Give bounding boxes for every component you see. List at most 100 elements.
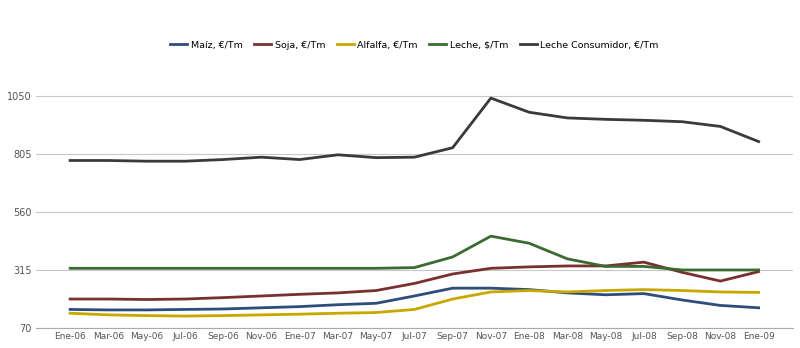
Soja, €/Tm: [410, 281, 419, 285]
Soja, €/Tm: [562, 264, 572, 268]
Leche, $/Tm: [486, 234, 496, 238]
Alfalfa, €/Tm: [486, 290, 496, 294]
Alfalfa, €/Tm: [678, 288, 687, 293]
Leche, $/Tm: [678, 268, 687, 272]
Alfalfa, €/Tm: [715, 290, 725, 294]
Alfalfa, €/Tm: [639, 287, 649, 292]
Soja, €/Tm: [257, 294, 266, 298]
Leche, $/Tm: [333, 266, 342, 270]
Leche, $/Tm: [524, 241, 534, 245]
Leche, $/Tm: [639, 264, 649, 269]
Line: Soja, €/Tm: Soja, €/Tm: [70, 262, 758, 300]
Soja, €/Tm: [295, 292, 305, 296]
Leche, $/Tm: [448, 255, 458, 259]
Maíz, €/Tm: [754, 306, 763, 310]
Maíz, €/Tm: [639, 292, 649, 296]
Leche Consumidor, €/Tm: [142, 159, 151, 163]
Leche Consumidor, €/Tm: [66, 158, 75, 163]
Alfalfa, €/Tm: [257, 313, 266, 317]
Leche Consumidor, €/Tm: [601, 117, 610, 121]
Alfalfa, €/Tm: [562, 290, 572, 294]
Soja, €/Tm: [524, 265, 534, 269]
Leche, $/Tm: [295, 266, 305, 270]
Soja, €/Tm: [486, 266, 496, 270]
Leche Consumidor, €/Tm: [448, 145, 458, 150]
Maíz, €/Tm: [562, 291, 572, 295]
Soja, €/Tm: [104, 297, 114, 301]
Leche Consumidor, €/Tm: [410, 155, 419, 159]
Soja, €/Tm: [639, 260, 649, 264]
Maíz, €/Tm: [715, 303, 725, 308]
Alfalfa, €/Tm: [218, 314, 228, 318]
Alfalfa, €/Tm: [371, 310, 381, 315]
Leche Consumidor, €/Tm: [104, 158, 114, 163]
Leche Consumidor, €/Tm: [333, 153, 342, 157]
Soja, €/Tm: [371, 288, 381, 293]
Maíz, €/Tm: [104, 308, 114, 312]
Leche Consumidor, €/Tm: [524, 110, 534, 114]
Leche Consumidor, €/Tm: [180, 159, 190, 163]
Leche, $/Tm: [257, 266, 266, 270]
Maíz, €/Tm: [180, 307, 190, 311]
Soja, €/Tm: [180, 297, 190, 301]
Maíz, €/Tm: [524, 287, 534, 292]
Leche Consumidor, €/Tm: [754, 140, 763, 144]
Soja, €/Tm: [678, 270, 687, 275]
Legend: Maíz, €/Tm, Soja, €/Tm, Alfalfa, €/Tm, Leche, $/Tm, Leche Consumidor, €/Tm: Maíz, €/Tm, Soja, €/Tm, Alfalfa, €/Tm, L…: [166, 37, 662, 54]
Soja, €/Tm: [715, 279, 725, 283]
Soja, €/Tm: [754, 270, 763, 274]
Maíz, €/Tm: [371, 301, 381, 306]
Soja, €/Tm: [218, 295, 228, 300]
Maíz, €/Tm: [142, 308, 151, 312]
Leche Consumidor, €/Tm: [678, 120, 687, 124]
Maíz, €/Tm: [333, 303, 342, 307]
Leche Consumidor, €/Tm: [486, 96, 496, 100]
Line: Leche, $/Tm: Leche, $/Tm: [70, 236, 758, 270]
Line: Maíz, €/Tm: Maíz, €/Tm: [70, 288, 758, 310]
Soja, €/Tm: [601, 264, 610, 268]
Maíz, €/Tm: [448, 286, 458, 290]
Leche, $/Tm: [371, 266, 381, 270]
Leche, $/Tm: [104, 266, 114, 270]
Leche Consumidor, €/Tm: [639, 118, 649, 122]
Soja, €/Tm: [66, 297, 75, 301]
Maíz, €/Tm: [678, 298, 687, 302]
Alfalfa, €/Tm: [601, 288, 610, 293]
Leche, $/Tm: [410, 266, 419, 270]
Soja, €/Tm: [333, 291, 342, 295]
Maíz, €/Tm: [486, 286, 496, 290]
Alfalfa, €/Tm: [142, 314, 151, 318]
Alfalfa, €/Tm: [448, 297, 458, 301]
Leche, $/Tm: [180, 266, 190, 270]
Leche Consumidor, €/Tm: [715, 124, 725, 128]
Leche, $/Tm: [66, 266, 75, 270]
Leche, $/Tm: [601, 264, 610, 269]
Leche Consumidor, €/Tm: [257, 155, 266, 159]
Line: Alfalfa, €/Tm: Alfalfa, €/Tm: [70, 290, 758, 316]
Alfalfa, €/Tm: [524, 288, 534, 293]
Maíz, €/Tm: [295, 304, 305, 309]
Leche Consumidor, €/Tm: [562, 116, 572, 120]
Alfalfa, €/Tm: [333, 311, 342, 315]
Alfalfa, €/Tm: [66, 311, 75, 315]
Alfalfa, €/Tm: [295, 312, 305, 316]
Leche, $/Tm: [218, 266, 228, 270]
Alfalfa, €/Tm: [104, 313, 114, 317]
Line: Leche Consumidor, €/Tm: Leche Consumidor, €/Tm: [70, 98, 758, 161]
Soja, €/Tm: [142, 298, 151, 302]
Soja, €/Tm: [448, 272, 458, 276]
Leche, $/Tm: [562, 257, 572, 261]
Leche Consumidor, €/Tm: [371, 156, 381, 160]
Alfalfa, €/Tm: [180, 314, 190, 318]
Maíz, €/Tm: [410, 294, 419, 298]
Maíz, €/Tm: [66, 307, 75, 311]
Alfalfa, €/Tm: [754, 290, 763, 294]
Leche Consumidor, €/Tm: [295, 157, 305, 161]
Leche Consumidor, €/Tm: [218, 157, 228, 161]
Maíz, €/Tm: [601, 293, 610, 297]
Maíz, €/Tm: [218, 307, 228, 311]
Leche, $/Tm: [142, 266, 151, 270]
Alfalfa, €/Tm: [410, 307, 419, 311]
Leche, $/Tm: [715, 268, 725, 272]
Maíz, €/Tm: [257, 306, 266, 310]
